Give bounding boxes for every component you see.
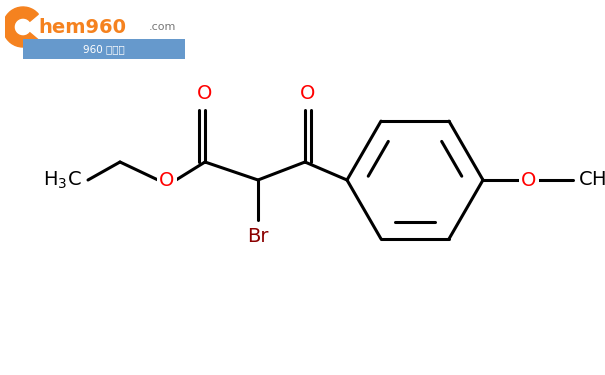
Text: O: O [197, 84, 213, 103]
Text: 960 化工网: 960 化工网 [83, 44, 125, 54]
Text: CH$_3$: CH$_3$ [578, 170, 605, 190]
Text: .com: .com [149, 22, 177, 32]
Text: H$_3$C: H$_3$C [44, 170, 82, 190]
FancyBboxPatch shape [23, 39, 185, 59]
Text: O: O [522, 171, 537, 189]
Text: hem960: hem960 [38, 18, 126, 36]
Text: O: O [159, 171, 175, 189]
Text: Br: Br [247, 227, 269, 246]
Text: O: O [300, 84, 316, 103]
Wedge shape [3, 7, 38, 47]
